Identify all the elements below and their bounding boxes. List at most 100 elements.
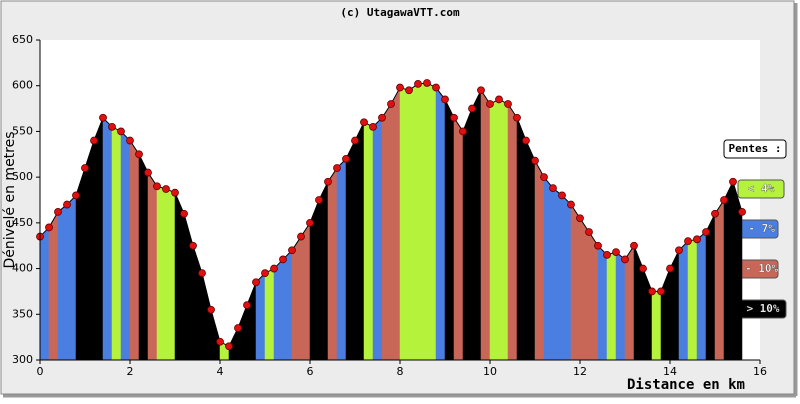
data-point [630,241,638,250]
data-point [342,154,350,163]
slope-segment [174,192,185,361]
data-point [306,218,314,227]
slope-segment [93,117,104,361]
data-point [144,168,152,177]
legend-swatch [737,179,785,199]
data-point [486,100,494,108]
x-tick-label: 4 [217,365,224,378]
y-tick-label: 600 [12,79,33,92]
legend-title: Pentes : [729,142,782,155]
data-point [387,100,395,108]
data-point [135,150,143,159]
data-point [585,228,593,236]
data-point [279,255,287,264]
slope-segment [525,140,536,361]
data-point [243,301,251,310]
data-point [648,287,656,296]
data-point [504,100,512,108]
data-point [378,113,386,122]
slope-segment [264,268,275,361]
y-axis-label: Dénivelé en metres [2,131,18,268]
data-point [288,246,296,255]
data-point [621,255,629,264]
data-point [45,223,53,232]
slope-segment [165,188,176,361]
slope-segment [102,117,113,361]
slope-segment [678,240,689,361]
slope-segment [399,87,410,361]
slope-segment [66,194,77,361]
data-point [522,136,530,145]
slope-segment [84,140,95,361]
slope-segment [381,103,392,361]
data-point [459,127,467,136]
slope-segment [156,185,167,361]
slope-segment [507,103,518,361]
data-point [270,264,278,273]
slope-segment [453,116,464,361]
data-point [252,278,260,287]
y-tick-label: 650 [12,33,33,46]
legend: Pentes : < 4% 4 - 7% 7 - 10% > 10% [723,139,787,319]
slope-segment [111,126,122,361]
data-point [639,264,647,273]
slope-segment [714,199,725,361]
slope-segment [363,121,374,361]
y-tick-label: 400 [12,262,33,275]
chart-title: (c) UtagawaVTT.com [340,6,460,19]
x-tick-label: 16 [753,365,767,378]
data-point [594,241,602,250]
data-point [738,207,746,216]
data-point [216,337,224,346]
data-point [405,86,413,95]
slope-segment [543,176,554,361]
data-point [729,177,737,186]
slope-segment [300,222,311,361]
data-point [126,136,134,145]
data-point [540,173,548,182]
data-point [414,79,422,88]
data-point [153,182,161,191]
data-point [225,342,233,351]
slope-segment [345,140,356,361]
data-point [468,104,476,113]
data-point [108,122,116,131]
data-point [513,113,521,122]
legend-label: 7 - 10% [732,262,779,275]
data-point [396,83,404,92]
slope-segment [327,167,338,361]
x-tick-label: 0 [37,365,44,378]
legend-title-box [723,139,787,159]
data-point [171,188,179,197]
slope-segment [534,160,545,361]
data-point [423,79,431,87]
data-point [360,118,368,127]
slope-segment [255,272,266,361]
slope-segment [147,171,158,361]
y-tick-label: 550 [12,124,33,137]
slope-segment [435,86,446,361]
data-point [54,207,62,216]
slope-segment [57,204,68,361]
legend-label: < 4% [748,182,775,195]
slope-segment [39,226,50,361]
slope-segment [273,258,284,361]
data-point [432,83,440,92]
y-tick-label: 300 [12,353,33,366]
slope-segment [291,235,302,361]
slope-segment [120,130,131,361]
data-point [657,287,665,296]
slope-segment [129,139,140,361]
data-point [531,156,539,165]
slope-segment [480,89,491,361]
data-point [711,209,719,218]
slope-segment [489,99,500,361]
data-point [333,164,341,172]
slope-segment [579,217,590,361]
data-point [324,177,332,186]
data-point [666,264,674,273]
data-point [198,269,206,278]
data-point [684,237,692,246]
slope-segment [426,82,437,361]
